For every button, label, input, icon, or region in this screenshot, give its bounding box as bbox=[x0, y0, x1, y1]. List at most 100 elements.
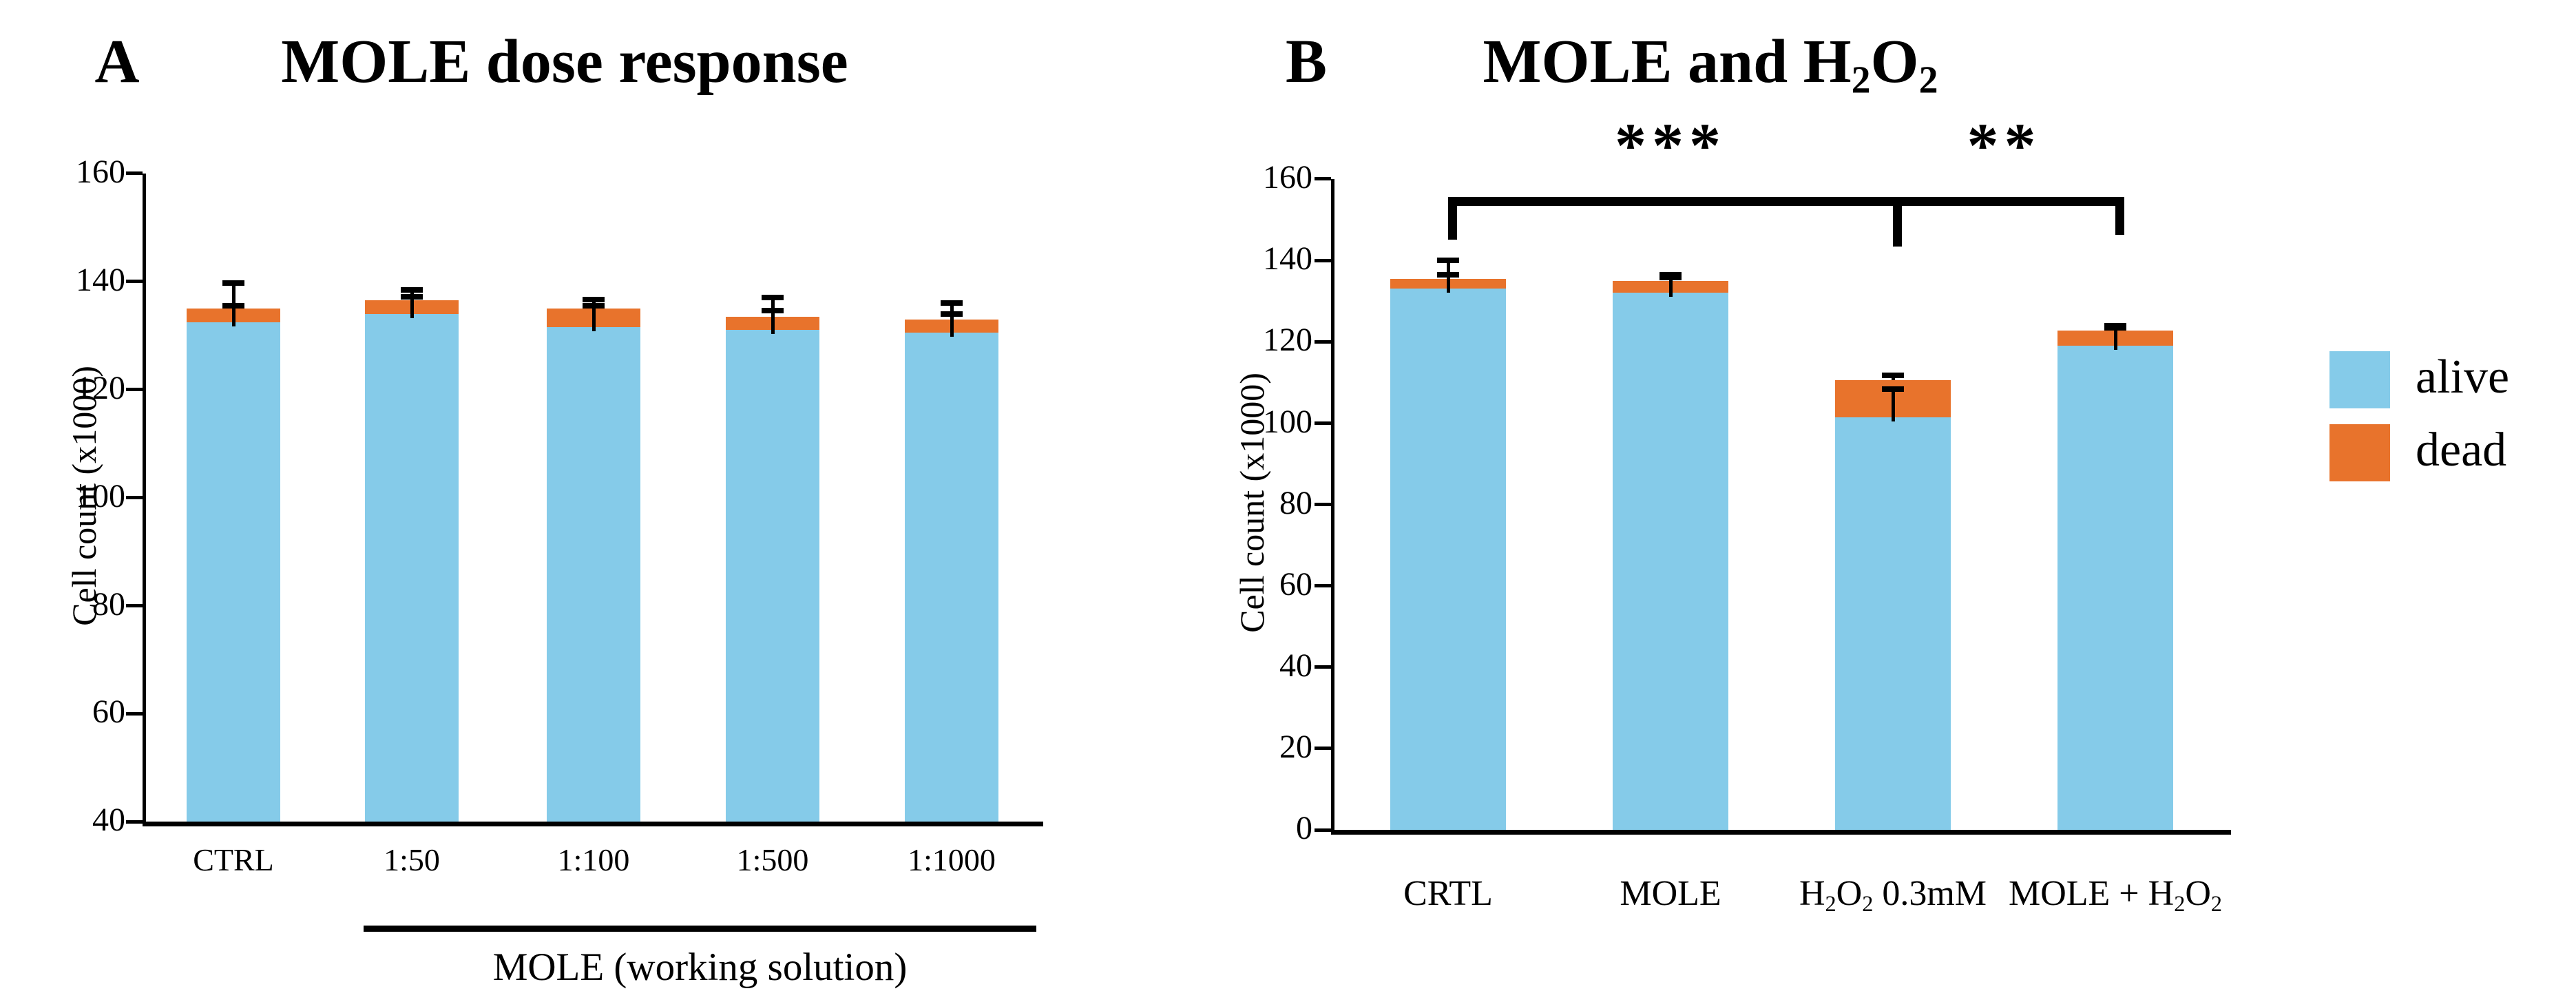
error-bar-alive-cap bbox=[1882, 386, 1904, 393]
significance-bracket-tick bbox=[1893, 197, 1902, 247]
y-tick-mark bbox=[1315, 665, 1331, 669]
y-tick-mark bbox=[126, 280, 143, 284]
text-run: CTRL bbox=[193, 842, 274, 877]
error-bar-total-cap bbox=[2104, 322, 2126, 328]
text-run: MOLE + H bbox=[2008, 874, 2175, 913]
error-bar-total-stem bbox=[410, 289, 414, 301]
error-bar-total-stem bbox=[231, 283, 235, 309]
y-tick-mark bbox=[126, 711, 143, 716]
text-run: CRTL bbox=[1403, 874, 1493, 913]
y-tick-label: 120 bbox=[76, 369, 125, 406]
y-tick-mark bbox=[126, 603, 143, 607]
error-bar-total-stem bbox=[591, 300, 596, 309]
error-bar-total-stem bbox=[1668, 274, 1673, 281]
significance-bracket-line bbox=[1893, 197, 2124, 206]
legend-label: dead bbox=[2416, 424, 2507, 477]
subscript-text: 2 bbox=[1851, 59, 1871, 102]
y-tick-label: 120 bbox=[1263, 322, 1312, 359]
error-bar-total-cap bbox=[1437, 258, 1459, 264]
y-tick-mark bbox=[1315, 584, 1331, 588]
y-tick-label: 60 bbox=[92, 693, 125, 731]
y-tick-mark bbox=[126, 820, 143, 824]
bar-alive-segment bbox=[547, 327, 640, 822]
y-tick-label: 80 bbox=[92, 585, 125, 623]
chart-title: MOLE and H2O2 bbox=[1483, 26, 1938, 103]
error-bar-total-stem bbox=[1446, 260, 1450, 279]
bar-alive-segment bbox=[365, 313, 459, 822]
y-tick-label: 80 bbox=[1279, 484, 1312, 521]
significance-stars: ** bbox=[1967, 110, 2042, 180]
error-bar-total-cap bbox=[401, 286, 423, 293]
y-axis-line bbox=[1331, 178, 1334, 835]
x-tick-label: MOLE bbox=[1620, 873, 1721, 914]
group-annotation-label: MOLE (working solution) bbox=[492, 946, 908, 989]
significance-bracket-tick bbox=[2115, 197, 2124, 235]
x-tick-label: CRTL bbox=[1403, 873, 1493, 914]
bar-alive-segment bbox=[2057, 346, 2173, 830]
y-tick-mark bbox=[1315, 340, 1331, 344]
y-tick-label: 40 bbox=[1279, 647, 1312, 684]
text-run: O bbox=[2185, 874, 2211, 913]
text-run: O bbox=[1836, 874, 1863, 913]
error-bar-alive-stem bbox=[771, 311, 775, 335]
error-bar-total-cap bbox=[941, 300, 963, 306]
text-run: 1:50 bbox=[384, 842, 440, 877]
y-tick-label: 100 bbox=[76, 477, 125, 514]
y-tick-label: 140 bbox=[1263, 240, 1312, 278]
y-tick-label: 20 bbox=[1279, 729, 1312, 766]
bar-alive-segment bbox=[726, 330, 819, 822]
text-run: O bbox=[1870, 28, 1919, 96]
significance-stars: *** bbox=[1615, 110, 1726, 180]
y-tick-mark bbox=[1315, 747, 1331, 751]
y-axis-line bbox=[143, 173, 146, 826]
y-tick-label: 0 bbox=[1296, 810, 1312, 847]
legend-swatch-dead bbox=[2329, 424, 2390, 481]
error-bar-total-cap bbox=[583, 297, 605, 303]
y-tick-mark bbox=[126, 388, 143, 392]
bar-alive-segment bbox=[1835, 417, 1951, 830]
panel-label: B bbox=[1285, 28, 1328, 96]
error-bar-total-stem bbox=[771, 298, 775, 317]
y-tick-mark bbox=[1315, 502, 1331, 506]
y-tick-label: 60 bbox=[1279, 565, 1312, 603]
bar-alive-segment bbox=[187, 322, 280, 822]
x-tick-label: 1:1000 bbox=[908, 842, 996, 878]
error-bar-total-cap bbox=[1882, 373, 1904, 379]
x-tick-label: H2O2 0.3mM bbox=[1799, 873, 1987, 917]
bar-alive-segment bbox=[905, 333, 998, 822]
error-bar-total-cap bbox=[762, 295, 784, 301]
x-tick-label: CTRL bbox=[193, 842, 274, 878]
text-run: H bbox=[1799, 874, 1825, 913]
error-bar-alive-stem bbox=[1891, 389, 1895, 421]
y-axis-title: Cell count (x1000) bbox=[1233, 373, 1271, 633]
error-bar-alive-stem bbox=[2113, 327, 2117, 351]
legend-swatch-alive bbox=[2329, 351, 2390, 408]
error-bar-total-stem bbox=[950, 303, 954, 320]
text-run: MOLE bbox=[1620, 874, 1721, 913]
chart-title: MOLE dose response bbox=[281, 26, 848, 97]
significance-bracket-tick bbox=[1448, 197, 1457, 240]
y-tick-mark bbox=[1315, 177, 1331, 181]
error-bar-total-cap bbox=[1659, 271, 1682, 278]
y-tick-mark bbox=[1315, 421, 1331, 425]
text-run: 1:1000 bbox=[908, 842, 996, 877]
text-run: 0.3mM bbox=[1873, 874, 1987, 913]
subscript-text: 2 bbox=[2174, 891, 2186, 917]
error-bar-alive-stem bbox=[950, 313, 954, 337]
y-tick-mark bbox=[126, 495, 143, 499]
significance-bracket-line bbox=[1448, 197, 1902, 206]
subscript-text: 2 bbox=[1825, 891, 1836, 917]
x-tick-label: 1:500 bbox=[737, 842, 809, 878]
error-bar-alive-stem bbox=[1446, 274, 1450, 293]
y-tick-label: 40 bbox=[92, 802, 125, 839]
y-tick-label: 160 bbox=[1263, 159, 1312, 196]
y-tick-mark bbox=[1315, 828, 1331, 832]
group-annotation-line bbox=[364, 926, 1036, 932]
x-axis-line bbox=[1331, 830, 2231, 835]
subscript-text: 2 bbox=[1862, 891, 1874, 917]
error-bar-alive-stem bbox=[231, 306, 235, 326]
y-tick-label: 100 bbox=[1263, 403, 1312, 440]
x-tick-label: MOLE + H2O2 bbox=[2009, 873, 2222, 917]
legend-label: alive bbox=[2416, 351, 2510, 404]
